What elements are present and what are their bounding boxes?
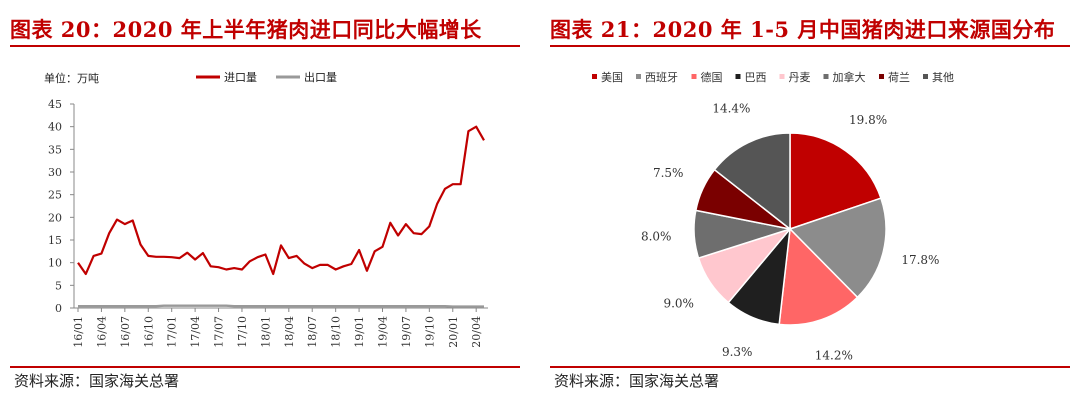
- pie-label-7: 7.5%: [653, 166, 684, 180]
- y-tick-label: 45: [48, 98, 62, 111]
- source-rule: [550, 366, 1070, 368]
- pie-slice-8: [713, 132, 791, 231]
- source-rule: [10, 366, 520, 368]
- pie-label-2: 17.8%: [901, 253, 939, 267]
- y-tick-label: 30: [48, 166, 62, 179]
- pie-slice-2: [788, 197, 887, 299]
- source-note: 资料来源：国家海关总署: [14, 372, 180, 390]
- pie-label-3: 14.2%: [815, 349, 853, 363]
- x-tick-label: 16/07: [119, 316, 132, 348]
- series-line-1: [77, 125, 485, 276]
- x-tick-label: 18/10: [330, 316, 343, 348]
- legend-swatch-6: [823, 74, 829, 79]
- legend-label-2: 西班牙: [645, 71, 678, 84]
- x-tick-label: 16/10: [142, 316, 155, 348]
- y-tick-label: 20: [48, 211, 62, 224]
- x-tick-label: 16/01: [72, 316, 85, 348]
- figure-title: 图表 21：2020 年 1-5 月中国猪肉进口来源国分布: [550, 17, 1056, 42]
- pie-label-6: 8.0%: [641, 230, 672, 244]
- title-rule: [10, 45, 520, 47]
- figure-title: 图表 20：2020 年上半年猪肉进口同比大幅增长: [10, 17, 482, 42]
- panel-import-trend: 图表 20：2020 年上半年猪肉进口同比大幅增长 单位：万吨 进口量 出口量 0 5 1…: [0, 0, 520, 406]
- pie-label-4: 9.3%: [722, 345, 753, 359]
- x-tick-label: 19/07: [400, 316, 413, 348]
- line-chart: 单位：万吨 进口量 出口量 0 5 10 15 20 25 30 35 40 45 16/01 16/04 1…: [44, 70, 488, 348]
- legend-label-8: 其他: [932, 71, 954, 84]
- legend-label-4: 巴西: [745, 71, 767, 84]
- x-tick-label: 20/01: [447, 316, 460, 348]
- x-tick-label: 19/04: [377, 316, 390, 348]
- x-tick-label: 17/07: [213, 316, 226, 348]
- y-tick-label: 5: [55, 279, 62, 292]
- x-tick-label: 19/01: [353, 316, 366, 348]
- x-tick-label: 17/01: [166, 316, 179, 348]
- series-line-2: [78, 304, 484, 308]
- legend-swatch-2: [636, 74, 641, 79]
- pie-label-5: 9.0%: [663, 297, 694, 311]
- pie-slice-3: [778, 227, 859, 326]
- legend-label-5: 丹麦: [789, 71, 811, 84]
- source-note: 资料来源：国家海关总署: [554, 372, 720, 390]
- pie-label-8: 14.4%: [712, 102, 750, 116]
- legend-label-6: 加拿大: [833, 70, 866, 84]
- pie-chart: 美国 西班牙 德国 巴西 丹麦 加拿大 荷兰 其他 19.8% 17.8% 14.2% 9.3% 9.0…: [592, 70, 954, 363]
- x-tick-label: 18/07: [306, 316, 319, 348]
- y-tick-label: 40: [48, 121, 62, 134]
- y-tick-label: 15: [48, 234, 62, 247]
- x-tick-label: 19/10: [423, 316, 436, 348]
- pie-label-1: 19.8%: [849, 113, 887, 127]
- x-tick-label: 17/04: [189, 316, 202, 348]
- x-tick-label: 18/04: [283, 316, 296, 348]
- legend-swatch-5: [779, 74, 785, 79]
- title-rule: [550, 45, 1070, 47]
- legend-swatch-4: [735, 74, 741, 79]
- pie-slice-1: [789, 132, 882, 231]
- legend-label-1: 进口量: [224, 71, 257, 84]
- legend-swatch-7: [879, 74, 884, 79]
- x-tick-label: 16/04: [95, 316, 108, 348]
- legend-swatch-3: [691, 74, 697, 79]
- legend-swatch-1: [592, 74, 597, 79]
- x-tick-label: 20/04: [470, 316, 483, 348]
- legend-label-3: 德国: [701, 70, 723, 84]
- y-tick-label: 10: [48, 257, 62, 270]
- x-tick-label: 18/01: [259, 316, 272, 348]
- legend-label-7: 荷兰: [888, 71, 910, 84]
- x-tick-label: 17/10: [236, 316, 249, 348]
- panel-source-countries: 图表 21：2020 年 1-5 月中国猪肉进口来源国分布 美国 西班牙 德国 巴西 丹…: [540, 0, 1080, 406]
- y-tick-label: 25: [48, 189, 62, 202]
- y-tick-label: 0: [55, 302, 62, 315]
- unit-label: 单位：万吨: [44, 71, 99, 85]
- legend-label-2: 出口量: [304, 70, 337, 84]
- y-tick-label: 35: [48, 143, 62, 156]
- legend-label-1: 美国: [601, 71, 623, 84]
- legend-swatch-8: [923, 74, 928, 79]
